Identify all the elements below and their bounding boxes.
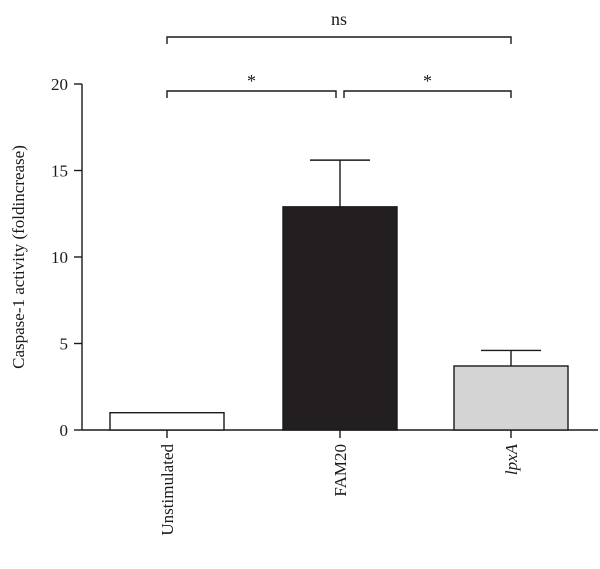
error-bar-lpxa: [481, 349, 541, 366]
error-bars: [310, 159, 541, 366]
y-tick-label-15: 15: [51, 162, 68, 181]
bracket-line: [166, 90, 337, 98]
significance-label: *: [247, 71, 256, 91]
y-axis-label: Caspase-1 activity (foldincrease): [9, 145, 28, 369]
bracket-line: [343, 90, 512, 98]
error-bar-fam20: [310, 159, 370, 207]
y-tick-label-20: 20: [51, 75, 68, 94]
significance-bracket-1: *: [166, 71, 337, 98]
x-tick-label-lpxa: lpxA: [502, 443, 521, 475]
y-tick-label-5: 5: [60, 335, 69, 354]
y-tick-label-0: 0: [60, 421, 69, 440]
bar-lpxa: [453, 365, 569, 431]
bar-fam20: [282, 206, 398, 431]
significance-bracket-3: ns: [166, 9, 512, 44]
bar-unstimulated: [109, 412, 225, 431]
bars: [109, 206, 569, 431]
significance-annotations: * * ns: [166, 9, 512, 98]
significance-label: ns: [331, 9, 347, 29]
y-axis: 0 5 10 15 20: [51, 75, 83, 440]
x-tick-label-unstimulated: Unstimulated: [158, 444, 177, 536]
x-tick-label-fam20: FAM20: [331, 444, 350, 497]
significance-bracket-2: *: [343, 71, 512, 98]
bracket-line: [166, 36, 512, 44]
significance-label: *: [423, 71, 432, 91]
x-axis: Unstimulated FAM20 lpxA: [82, 429, 598, 536]
y-tick-label-10: 10: [51, 248, 68, 267]
